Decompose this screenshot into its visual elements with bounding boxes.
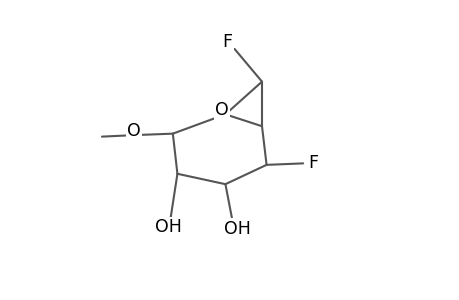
Text: OH: OH	[155, 218, 181, 236]
Text: O: O	[127, 122, 140, 140]
Text: F: F	[222, 33, 232, 51]
Text: OH: OH	[224, 220, 251, 238]
Text: O: O	[214, 101, 228, 119]
Text: F: F	[308, 154, 318, 172]
